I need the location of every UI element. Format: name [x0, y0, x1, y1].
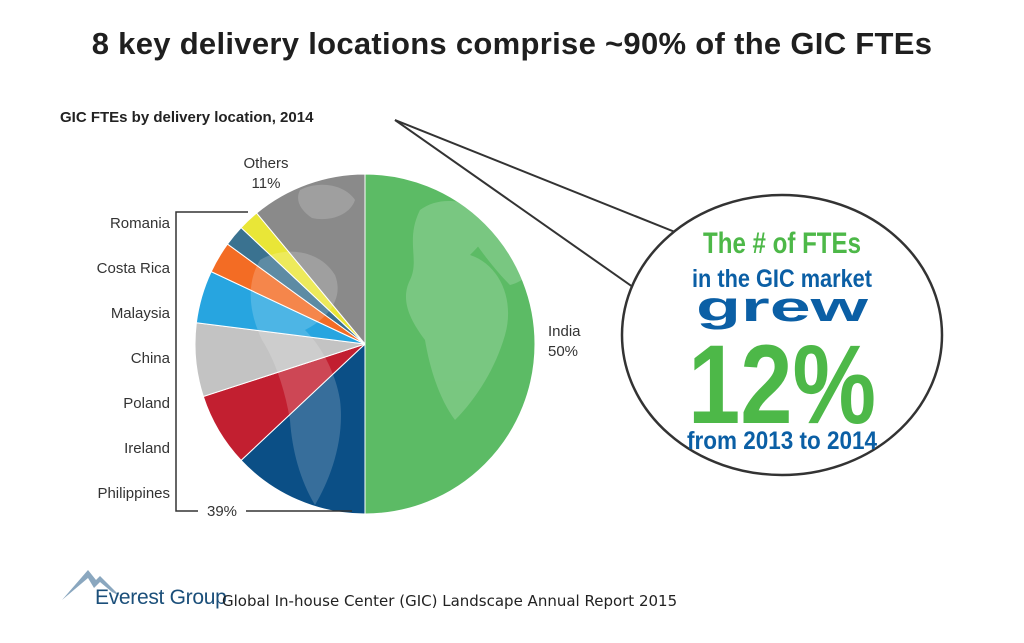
slice-label-others: Others — [243, 155, 288, 172]
bracket-label: 39% — [207, 503, 237, 520]
callout-pointer-mask — [640, 236, 685, 292]
pie-slices — [194, 173, 536, 515]
percentage-bracket: 39% — [175, 211, 352, 520]
chart-title: GIC FTEs by delivery location, 2014 — [60, 109, 314, 126]
pie-slice-others — [255, 173, 366, 346]
callout-pointer-lower — [394, 119, 641, 293]
callout-line-3: grew — [696, 283, 869, 330]
map-europe-africa — [405, 200, 509, 420]
slice-label-china: China — [131, 350, 171, 367]
slice-label-india: India — [548, 323, 581, 340]
slice-label-poland: Poland — [123, 395, 170, 412]
slice-labels: India 50% Others 11% Romania Costa Rica Malays… — [97, 155, 582, 502]
slice-label-philippines: Philippines — [97, 485, 170, 502]
slice-label-ireland: Ireland — [124, 440, 170, 457]
slice-pct-others: 11% — [252, 175, 281, 192]
report-title: Global In-house Center (GIC) Landscape A… — [222, 592, 678, 610]
callout-line-4: 12% — [688, 322, 876, 447]
callout-pointer-upper — [394, 119, 686, 237]
slice-pct-india: 50% — [548, 343, 578, 360]
callout-line-1: The # of FTEs — [703, 227, 861, 260]
world-map-overlay — [250, 184, 541, 505]
pie-slice-india — [364, 173, 536, 515]
brand-name: Everest Group — [95, 586, 227, 609]
callout-line-5: from 2013 to 2014 — [687, 427, 877, 455]
slice-label-costa-rica: Costa Rica — [97, 260, 171, 277]
bracket-line — [175, 211, 352, 512]
slice-label-malaysia: Malaysia — [111, 305, 171, 322]
callout-bubble — [620, 193, 944, 477]
callout-line-2: in the GIC market — [692, 265, 873, 293]
pie-slice-philippines — [240, 342, 366, 515]
page-title: 8 key delivery locations comprise ~90% o… — [91, 26, 933, 61]
map-greenland — [298, 184, 355, 220]
map-americas — [250, 251, 341, 505]
mountain-icon — [62, 570, 120, 600]
map-asia — [470, 198, 541, 285]
everest-group-logo — [62, 570, 120, 600]
slice-label-romania: Romania — [110, 215, 171, 232]
